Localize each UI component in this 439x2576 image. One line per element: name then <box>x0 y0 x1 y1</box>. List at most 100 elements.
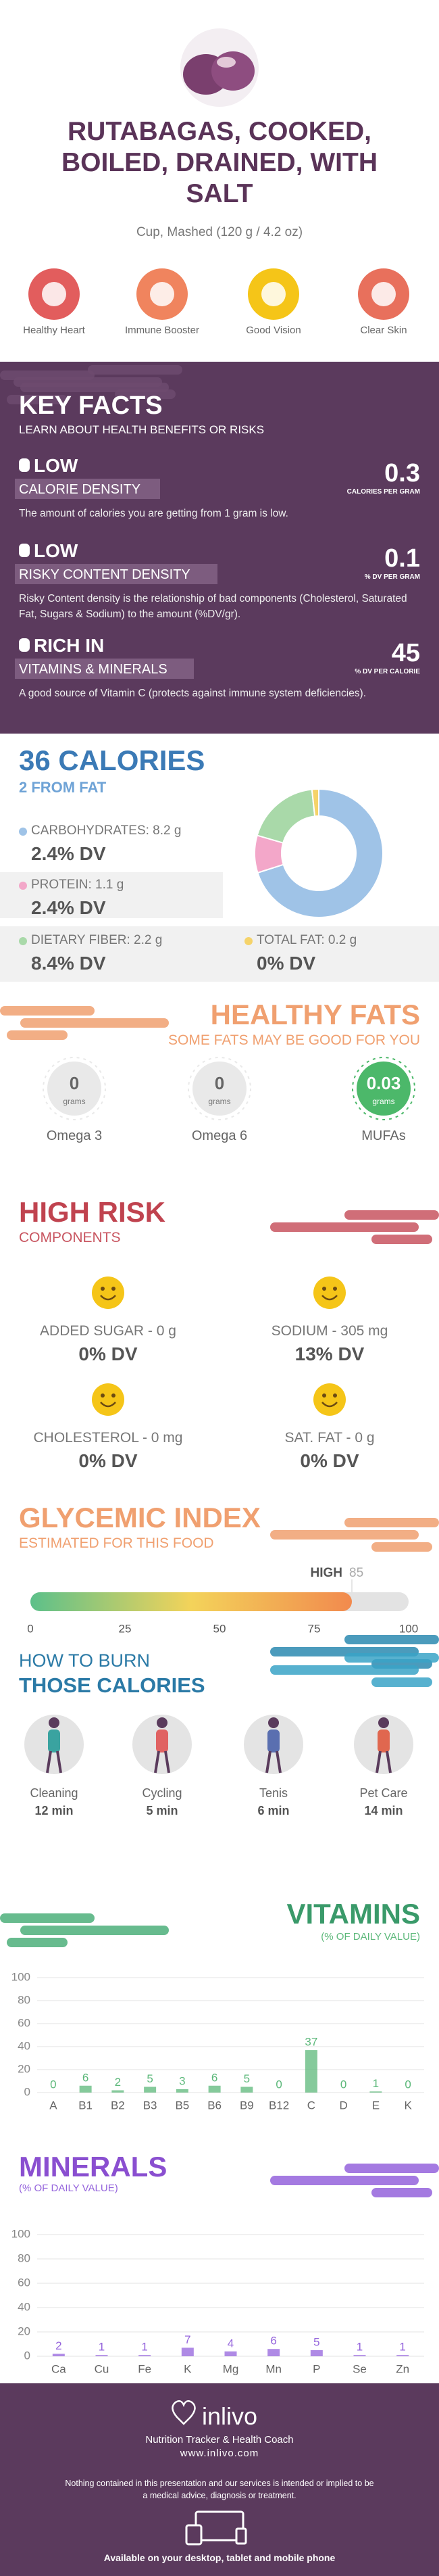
value-label: 0 <box>340 2078 346 2091</box>
activity-head <box>157 1717 167 1728</box>
nutrient-dv: 8.4% DV <box>31 953 106 974</box>
emoji-mouth <box>321 1402 338 1408</box>
section-title: HEALTHY FATS <box>210 999 420 1030</box>
risk-dv: 0% DV <box>78 1343 138 1364</box>
burn-subtitle: THOSE CALORIES <box>19 1673 205 1697</box>
decor-stripe <box>344 1653 439 1663</box>
y-tick-label: 20 <box>18 2062 30 2075</box>
fat-name: Omega 3 <box>46 1128 103 1143</box>
x-tick-label: Ca <box>51 2362 66 2375</box>
decor-stripe <box>371 1542 432 1552</box>
bar <box>52 2354 65 2356</box>
fat-circle <box>192 1062 247 1116</box>
benefit-label: Immune Booster <box>124 325 200 336</box>
section-title: HIGH RISK <box>19 1196 166 1228</box>
decor-stripe <box>270 1530 419 1540</box>
emoji <box>313 1277 346 1309</box>
activity-time: 12 min <box>34 1804 74 1817</box>
y-tick-label: 0 <box>24 2085 30 2098</box>
fat-name: Omega 6 <box>191 1128 248 1143</box>
panel-bg <box>0 926 439 982</box>
y-tick-label: 100 <box>11 2227 30 2240</box>
fact-icon <box>19 458 30 472</box>
activity-body <box>378 1730 390 1752</box>
y-tick-label: 100 <box>11 1970 30 1983</box>
url: www.inlivo.com <box>180 2448 259 2459</box>
fat-circle-ring <box>352 1057 415 1120</box>
brand: inlivo <box>201 2402 258 2430</box>
emoji-eye <box>111 1393 115 1398</box>
x-tick-label: B9 <box>240 2099 254 2112</box>
nutrient-dv: 2.4% DV <box>31 897 106 918</box>
bar <box>79 2085 92 2093</box>
title: RUTABAGAS, COOKED, BOILED, DRAINED, WITH… <box>61 117 378 209</box>
decor-stripe <box>0 1913 95 1923</box>
fat-circle-ring <box>188 1057 251 1120</box>
food-image <box>211 51 255 91</box>
fact-text: A good source of Vitamin C (protects aga… <box>19 688 367 699</box>
gauge-bar <box>30 1592 352 1611</box>
decor-stripe <box>7 1030 68 1040</box>
bar <box>353 2355 366 2356</box>
activity-body <box>156 1730 168 1752</box>
x-tick-label: B1 <box>78 2099 93 2112</box>
nutrient-dv: 2.4% DV <box>31 843 106 864</box>
x-tick-label: Fe <box>138 2362 151 2375</box>
bar <box>208 2085 221 2093</box>
decor-stripe <box>0 371 95 380</box>
legend-dot <box>19 882 27 890</box>
decor-stripe <box>270 1222 419 1232</box>
benefit-icon <box>371 282 396 306</box>
device-icon <box>235 2527 247 2545</box>
food-image <box>217 57 236 68</box>
bar <box>144 2086 157 2093</box>
x-tick-label: Se <box>353 2362 367 2375</box>
value-label: 1 <box>373 2077 379 2090</box>
value-label: 4 <box>228 2337 234 2350</box>
fact-name: VITAMINS & MINERALS <box>19 662 167 677</box>
tagline: Nutrition Tracker & Health Coach <box>145 2434 294 2446</box>
emoji-eye <box>101 1287 105 1291</box>
nutrient-label: TOTAL FAT: 0.2 g <box>257 933 357 947</box>
x-tick-label: P <box>313 2362 320 2375</box>
y-tick-label: 80 <box>18 1993 30 2006</box>
fact-name-bg <box>15 659 194 679</box>
fact-name: RISKY CONTENT DENSITY <box>19 567 190 582</box>
activity-name: Cleaning <box>30 1786 78 1800</box>
benefit-icon <box>42 282 66 306</box>
x-tick-label: C <box>307 2099 315 2112</box>
fact-icon <box>19 544 30 557</box>
value-label: 6 <box>211 2071 217 2084</box>
x-tick-label: 50 <box>213 1622 226 1635</box>
disclaimer: Nothing contained in this presentation a… <box>65 2479 374 2500</box>
activity-body <box>48 1730 60 1752</box>
activity-name: Cycling <box>142 1786 182 1800</box>
bar <box>181 2347 194 2356</box>
x-tick-label: D <box>339 2099 347 2112</box>
value-label: 0 <box>405 2078 411 2091</box>
fat-value: 0 <box>70 1073 79 1093</box>
risk-label: CHOLESTEROL - 0 mg <box>33 1430 183 1446</box>
donut-slice <box>257 788 384 918</box>
section-subtitle: LEARN ABOUT HEALTH BENEFITS OR RISKS <box>19 423 265 436</box>
x-tick-label: B3 <box>143 2099 157 2112</box>
benefit-label: Good Vision <box>246 325 301 336</box>
emoji-eye <box>322 1287 326 1291</box>
x-tick-label: B5 <box>175 2099 189 2112</box>
decor-stripe <box>7 1938 68 1947</box>
bar <box>138 2355 151 2356</box>
value-label: 37 <box>305 2036 317 2049</box>
section-title: KEY FACTS <box>19 391 163 420</box>
y-tick-label: 60 <box>18 2016 30 2029</box>
activity-body <box>267 1730 280 1752</box>
x-tick-label: 75 <box>308 1622 321 1635</box>
x-tick-label: B12 <box>269 2099 289 2112</box>
activity-legs <box>386 1750 392 1773</box>
activity-legs <box>46 1750 52 1773</box>
value-label: 1 <box>399 2341 405 2354</box>
decor-stripe <box>344 1635 439 1644</box>
value-label: 2 <box>115 2076 121 2089</box>
value-label: 6 <box>82 2071 88 2084</box>
decor-stripe <box>20 1018 169 1028</box>
